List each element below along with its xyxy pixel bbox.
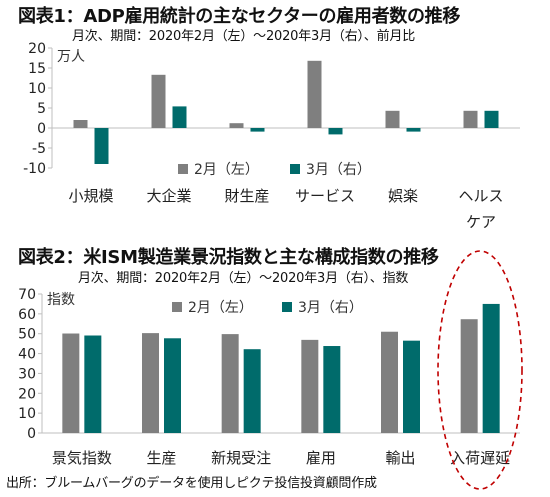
chart1-legend-label-mar: 3月（右） <box>306 162 371 178</box>
chart1-bar-mar <box>406 128 421 132</box>
chart1-category-label: 財生産 <box>224 187 269 205</box>
chart2-category-label: 生産 <box>146 449 176 467</box>
chart2-y-tick-label: 60 <box>18 307 36 323</box>
chart1-y-tick-label: 0 <box>37 121 46 137</box>
chart1-bar-feb <box>151 74 166 128</box>
chart1-category-label: 小規模 <box>68 187 113 205</box>
chart2-bar-feb <box>221 334 239 433</box>
chart2-legend-label-mar: 3月（右） <box>298 300 363 316</box>
chart1-bar-feb <box>385 110 400 128</box>
chart2-bar-mar <box>84 335 102 433</box>
chart1-category-label: 娯楽 <box>388 187 418 205</box>
chart2-subtitle: 月次、期間：2020年2月（左）～2020年3月（右）、指数 <box>78 271 409 286</box>
chart2-bar-feb <box>460 319 478 433</box>
chart1-bar-mar <box>172 106 187 128</box>
chart2-bar-feb <box>142 333 159 433</box>
chart2-bar-feb <box>381 331 398 433</box>
chart2-y-tick-label: 10 <box>18 406 36 422</box>
chart1-bar-feb <box>307 60 322 128</box>
chart2-y-tick-label: 40 <box>18 347 36 363</box>
chart2-unit-label: 指数 <box>47 292 75 308</box>
chart2-bar-mar <box>482 303 500 433</box>
chart2-bar-mar <box>164 338 181 433</box>
chart1-y-tick-label: 5 <box>37 101 46 117</box>
chart1-y-tick-label: 10 <box>28 81 46 97</box>
chart2-category-label: 新規受注 <box>211 449 271 467</box>
chart1-legend-swatch-mar <box>290 164 300 174</box>
chart1-bar-feb <box>73 120 88 128</box>
chart1-unit-label: 万人 <box>57 49 85 65</box>
chart1-bar-mar <box>328 128 343 135</box>
chart1-y-tick-label: 20 <box>28 41 46 57</box>
chart1-title: 図表1：ADP雇用統計の主なセクターの雇用者数の推移 <box>18 6 461 27</box>
chart1-bar-feb <box>229 123 244 128</box>
chart1-subtitle: 月次、期間：2020年2月（左）～2020年3月（右）、前月比 <box>72 29 416 44</box>
chart1-bar-feb <box>463 110 478 128</box>
chart1-y-tick-label: 15 <box>28 61 46 77</box>
chart2-category-label: 雇用 <box>306 449 336 467</box>
chart2-category-label: 入荷遅延 <box>450 449 510 467</box>
chart2-category-label: 輸出 <box>385 449 415 467</box>
chart2-bar-feb <box>301 339 319 433</box>
chart2-legend-swatch-mar <box>282 302 292 312</box>
chart2-y-tick-label: 20 <box>18 386 36 402</box>
chart1-category-label: ケア <box>466 213 496 231</box>
chart2-y-tick-label: 50 <box>18 327 36 343</box>
chart1-bar-mar <box>250 128 265 132</box>
chart2-title: 図表2：米ISM製造業景況指数と主な構成指数の推移 <box>18 247 439 268</box>
chart2-bar-mar <box>323 346 341 433</box>
chart1-category-label: サービス <box>295 187 355 205</box>
chart1-y-tick-label: -10 <box>23 161 46 177</box>
chart2-legend-label-feb: 2月（左） <box>188 300 253 316</box>
chart2-y-tick-label: 70 <box>18 287 36 303</box>
chart1-bar-mar <box>484 110 499 128</box>
chart2-y-tick-label: 0 <box>27 426 36 442</box>
chart2-bar-feb <box>62 333 80 433</box>
chart1-bar-mar <box>94 128 109 164</box>
highlight-ellipse <box>437 250 523 490</box>
chart1-category-label: ヘルス <box>458 187 503 205</box>
chart1-legend-label-feb: 2月（左） <box>194 162 259 178</box>
chart2-y-tick-label: 30 <box>18 366 36 382</box>
chart1-category-label: 大企業 <box>146 187 191 205</box>
chart2-bar-mar <box>403 340 420 433</box>
chart2-bar-mar <box>243 349 261 433</box>
chart1-legend-swatch-feb <box>178 164 188 174</box>
chart2-category-label: 景気指数 <box>52 449 112 467</box>
chart1-y-tick-label: -5 <box>32 141 46 157</box>
source-note: 出所：ブルームバーグのデータを使用しピクテ投信投資顧問作成 <box>6 476 377 491</box>
chart2-legend-swatch-feb <box>172 302 182 312</box>
